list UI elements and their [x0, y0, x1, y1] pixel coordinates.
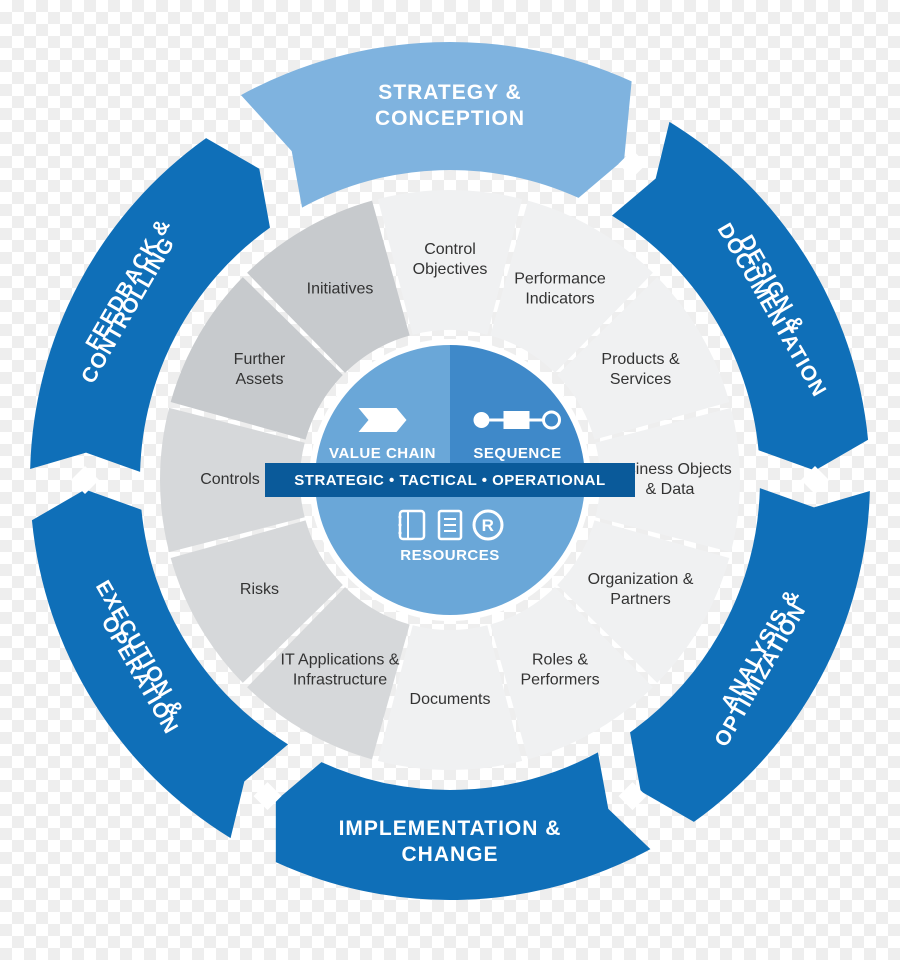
notebook-ring-icon — [398, 515, 401, 518]
svg-text:& Data: & Data — [646, 481, 695, 498]
svg-text:Organization &: Organization & — [588, 571, 694, 588]
svg-text:Initiatives: Initiatives — [307, 280, 374, 297]
middle-segment-label: Documents — [410, 691, 491, 708]
svg-text:Objectives: Objectives — [413, 261, 488, 278]
svg-text:Indicators: Indicators — [525, 290, 594, 307]
svg-text:Partners: Partners — [610, 591, 670, 608]
resource-badge-letter: R — [482, 516, 495, 535]
svg-text:IMPLEMENTATION &: IMPLEMENTATION & — [339, 817, 562, 840]
core-label-value-chain: VALUE CHAIN — [329, 445, 436, 462]
svg-text:Services: Services — [610, 371, 671, 388]
sequence-node-icon — [474, 412, 490, 428]
notebook-ring-icon — [398, 523, 401, 526]
svg-text:Performers: Performers — [520, 672, 599, 689]
middle-segment-label: Initiatives — [307, 280, 374, 297]
svg-text:Assets: Assets — [235, 371, 283, 388]
middle-segment-label: Controls — [200, 471, 260, 488]
outer-divider-diamond — [801, 466, 829, 494]
svg-text:Infrastructure: Infrastructure — [293, 672, 387, 689]
svg-text:Risks: Risks — [240, 581, 279, 598]
svg-text:CHANGE: CHANGE — [401, 843, 498, 866]
core-label-sequence: SEQUENCE — [473, 445, 561, 462]
notebook-ring-icon — [398, 531, 401, 534]
core-label-resources: RESOURCES — [400, 547, 500, 564]
core-band-text: STRATEGIC • TACTICAL • OPERATIONAL — [294, 472, 605, 489]
svg-text:CONCEPTION: CONCEPTION — [375, 107, 525, 130]
svg-text:Documents: Documents — [410, 691, 491, 708]
svg-text:Further: Further — [234, 351, 286, 368]
svg-text:Roles &: Roles & — [532, 652, 588, 669]
svg-text:Controls: Controls — [200, 471, 260, 488]
middle-segment-label: Risks — [240, 581, 279, 598]
svg-text:STRATEGY &: STRATEGY & — [378, 81, 521, 104]
sequence-task-icon — [504, 411, 530, 429]
svg-text:Control: Control — [424, 241, 476, 258]
svg-text:Products &: Products & — [601, 351, 680, 368]
svg-text:IT Applications &: IT Applications & — [281, 652, 400, 669]
svg-text:Performance: Performance — [514, 270, 606, 287]
outer-divider-diamond — [71, 466, 99, 494]
